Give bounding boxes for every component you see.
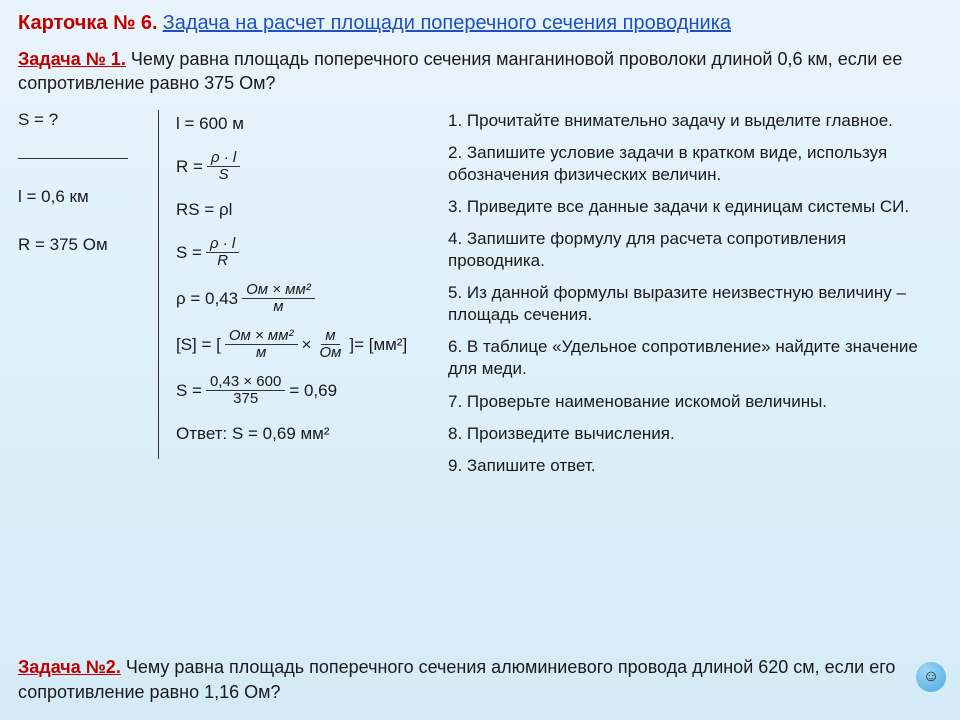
task1-block: Задача № 1. Чему равна площадь поперечно… [18,47,942,96]
rho-unit-num: Ом × мм² [242,282,315,300]
given-separator [18,158,128,159]
calc-eq: S = [176,381,202,401]
given-s: S = ? [18,110,148,130]
calc-res: = 0,69 [289,381,337,401]
smiley-icon[interactable]: ☺ [916,662,946,692]
frac-r: ρ · l S [207,150,240,184]
rho-unit-den: м [269,299,287,316]
calc-frac: 0,43 × 600 375 [206,374,285,408]
calc-den: 375 [229,391,262,408]
sol-rho-val: ρ = 0,43 [176,289,238,309]
task2-block: Задача №2. Чему равна площадь поперечног… [18,655,942,704]
task2-text: Чему равна площадь поперечного сечения а… [18,657,895,701]
dim-f2-den: Ом [315,345,345,362]
sol-dim: [S] = [ Ом × мм² м × м Ом ]= [мм²] [176,328,438,362]
card-header: Карточка № 6. Задача на расчет площади п… [18,12,942,35]
dim-times: × [302,335,312,355]
dim-close: ]= [мм²] [349,335,407,355]
step-2: 2. Запишите условие задачи в кратком вид… [448,142,942,186]
dim-f2-num: м [321,328,339,346]
sol-rho: ρ = 0,43 Ом × мм² м [176,282,438,316]
step-7: 7. Проверьте наименование искомой величи… [448,391,942,413]
step-9: 9. Запишите ответ. [448,455,942,477]
step-5: 5. Из данной формулы выразите неизвестну… [448,282,942,326]
work-area: S = ? l = 0,6 км R = 375 Ом l = 600 м R … [18,110,942,487]
given-l: l = 0,6 км [18,187,148,207]
frac-s: ρ · l R [206,236,239,270]
calc-num: 0,43 × 600 [206,374,285,392]
task2-label: Задача №2. [18,657,121,677]
step-8: 8. Произведите вычисления. [448,423,942,445]
dim-f1-den: м [252,345,270,362]
sol-r-formula: R = ρ · l S [176,150,438,184]
step-6: 6. В таблице «Удельное сопротивление» на… [448,336,942,380]
step-3: 3. Приведите все данные задачи к единица… [448,196,942,218]
card-number: Карточка № 6. [18,12,158,34]
step-4: 4. Запишите формулу для расчета сопротив… [448,228,942,272]
task1-text: Чему равна площадь поперечного сечения м… [18,49,902,93]
dim-open: [S] = [ [176,335,221,355]
frac-s-num: ρ · l [206,236,239,254]
given-column: S = ? l = 0,6 км R = 375 Ом [18,110,158,487]
step-1: 1. Прочитайте внимательно задачу и выдел… [448,110,942,132]
frac-s-den: R [213,253,232,270]
task1-label: Задача № 1. [18,49,126,69]
solution-column: l = 600 м R = ρ · l S RS = ρl S = ρ · l … [158,110,438,487]
dim-f1-num: Ом × мм² [225,328,298,346]
card-subtitle: Задача на расчет площади поперечного сеч… [163,12,731,34]
frac-r-den: S [215,167,233,184]
frac-r-num: ρ · l [207,150,240,168]
frac-rho-unit: Ом × мм² м [242,282,315,316]
sol-l-conv: l = 600 м [176,110,438,138]
vertical-separator [158,110,159,459]
sol-rs: RS = ρl [176,196,438,224]
sol-answer: Ответ: S = 0,69 мм² [176,420,438,448]
sol-calc: S = 0,43 × 600 375 = 0,69 [176,374,438,408]
sol-s-eq: S = [176,243,202,263]
given-r: R = 375 Ом [18,235,148,255]
sol-s-formula: S = ρ · l R [176,236,438,270]
dim-f1: Ом × мм² м [225,328,298,362]
dim-f2: м Ом [315,328,345,362]
sol-r-eq: R = [176,157,203,177]
steps-column: 1. Прочитайте внимательно задачу и выдел… [438,110,942,487]
